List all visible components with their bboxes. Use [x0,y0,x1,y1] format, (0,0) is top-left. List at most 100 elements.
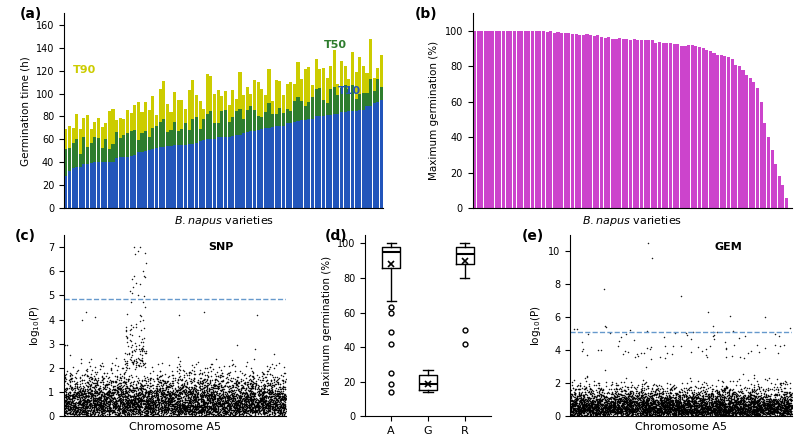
Point [609,397,622,404]
Bar [654,43,658,208]
Point [271,391,284,398]
Point [591,405,604,412]
Point [265,385,278,392]
Point [590,410,603,417]
Point [229,409,242,416]
Point [566,412,578,420]
Point [279,375,292,382]
Point [744,389,757,396]
Point [126,411,139,418]
Point [277,400,290,407]
Point [246,410,258,417]
Point [117,407,130,414]
Point [638,402,651,409]
Point [162,397,174,404]
Point [604,395,617,402]
Point [270,403,283,410]
Point [590,400,603,407]
Point [760,399,773,406]
Point [62,399,75,406]
Point [270,378,283,385]
Point [564,396,577,403]
Point [200,404,213,412]
Point [678,408,690,416]
Point [73,408,86,416]
Point [620,404,633,411]
Point [152,398,165,405]
Point [658,395,671,402]
Point [607,400,620,408]
Point [659,406,672,413]
Point [165,404,178,412]
Point [590,405,602,412]
Point [622,411,634,418]
Point [649,412,662,419]
Point [590,406,603,413]
Point [651,406,664,413]
Point [185,396,198,404]
Point [162,392,175,399]
Bar [705,50,708,208]
Point [592,411,605,418]
Point [110,373,123,381]
Point [723,377,736,385]
Point [694,406,706,413]
Point [262,399,274,406]
Point [582,395,595,402]
Point [771,409,784,416]
Point [144,398,157,405]
Point [123,337,136,344]
Point [674,398,687,405]
Point [723,403,736,410]
Point [629,405,642,412]
Point [263,402,276,409]
Point [277,385,290,392]
Point [759,406,772,413]
Point [244,391,257,398]
Point [149,393,162,400]
Point [202,403,215,410]
Point [757,407,770,414]
Point [114,406,126,413]
Point [58,374,71,381]
Point [141,398,154,405]
Point [694,396,706,403]
Point [707,399,720,406]
Point [79,407,92,414]
Point [219,397,232,404]
Point [258,397,270,404]
Point [738,408,750,415]
Point [198,399,211,406]
Point [668,407,681,414]
Point [767,404,780,412]
Point [639,400,652,407]
Point [786,403,798,410]
Point [162,406,174,413]
Point [570,396,583,403]
Point [744,408,757,415]
Point [146,403,159,410]
Point [274,401,287,408]
Point [710,401,722,408]
Point [248,374,261,381]
Point [607,400,620,407]
Point [640,397,653,404]
Point [269,406,282,413]
Point [153,385,166,392]
Point [585,395,598,402]
Point [180,380,193,387]
Point [149,390,162,397]
Point [88,397,101,404]
Point [607,407,620,414]
Point [277,404,290,412]
Point [249,382,262,389]
Point [258,401,271,408]
Point [248,396,261,403]
Point [262,402,275,409]
Point [682,394,694,401]
Point [672,397,685,404]
Bar [260,117,263,129]
Point [768,342,781,349]
Point [646,398,659,405]
Point [263,371,276,378]
